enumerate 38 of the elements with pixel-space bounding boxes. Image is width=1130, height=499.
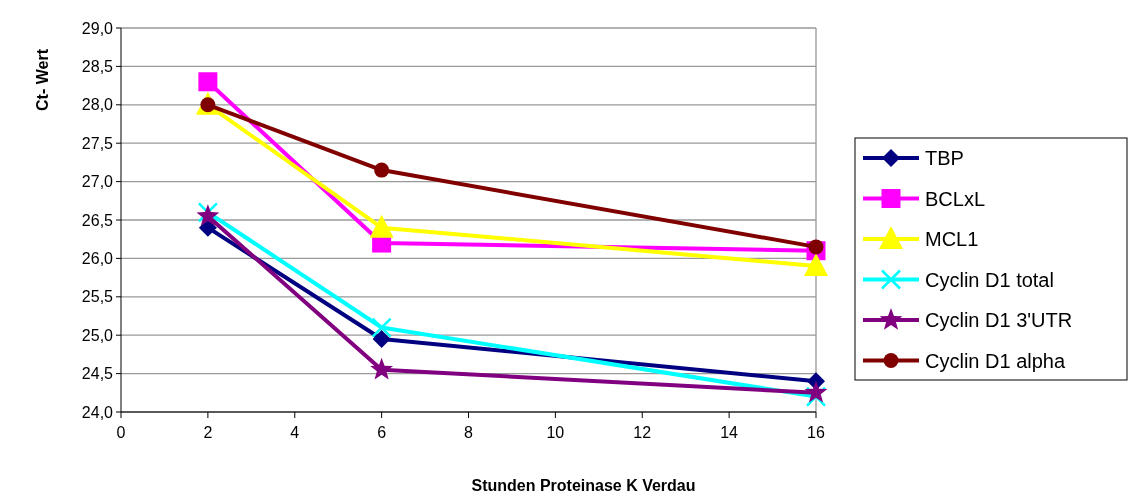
y-tick-label: 24,0 (81, 403, 114, 421)
legend-label: BCLxL (925, 187, 986, 210)
point (198, 72, 218, 92)
point (371, 317, 392, 338)
y-tick-label: 29,0 (81, 19, 114, 37)
y-axis-title: Ct- Wert (34, 48, 51, 111)
y-tick-label: 27,5 (81, 134, 114, 152)
point (374, 162, 390, 178)
x-tick-label: 16 (807, 424, 825, 441)
legend-label: Cyclin D1 alpha (925, 349, 1066, 372)
point (370, 357, 394, 380)
point (369, 214, 394, 238)
point (372, 330, 391, 349)
y-tick-label: 26,5 (81, 211, 114, 229)
y-tick-label: 27,0 (81, 173, 114, 191)
y-tick-label: 28,0 (81, 96, 114, 114)
x-tick-label: 6 (377, 424, 387, 441)
x-tick-label: 10 (546, 424, 565, 441)
x-tick-label: 14 (720, 424, 739, 441)
point (805, 386, 827, 407)
y-tick-label: 28,5 (81, 58, 114, 75)
legend-label: Cyclin D1 total (925, 268, 1054, 291)
legend-label: Cyclin D1 3'UTR (925, 309, 1073, 331)
x-tick-label: 2 (203, 424, 213, 441)
x-tick-label: 12 (633, 424, 652, 441)
point (804, 380, 828, 403)
x-tick-label: 8 (464, 424, 474, 441)
x-tick-label: 0 (116, 424, 126, 441)
y-tick-label: 25,5 (81, 288, 114, 306)
legend-label: TBP (925, 147, 964, 169)
point (808, 239, 824, 255)
y-tick-label: 25,0 (81, 326, 114, 344)
y-tick-label: 24,5 (81, 365, 114, 383)
y-tick-label: 26,0 (81, 250, 114, 267)
legend-label: MCL1 (925, 228, 979, 250)
point (804, 253, 828, 277)
x-tick-label: 4 (290, 424, 300, 441)
x-axis-title: Stunden Proteinase K Verdau (471, 477, 696, 494)
